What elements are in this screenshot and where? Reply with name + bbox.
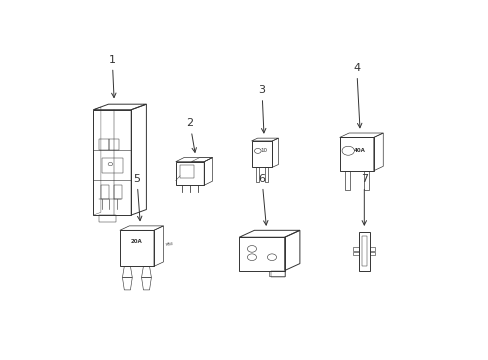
Text: 6: 6 bbox=[258, 174, 267, 225]
Text: 40A: 40A bbox=[353, 148, 365, 153]
Text: 2: 2 bbox=[186, 118, 196, 152]
Text: 5: 5 bbox=[133, 174, 142, 221]
Text: 10: 10 bbox=[260, 148, 267, 153]
Text: MINI: MINI bbox=[165, 242, 173, 247]
Text: 20A: 20A bbox=[131, 239, 142, 244]
Text: 4: 4 bbox=[352, 63, 361, 128]
Text: 1: 1 bbox=[108, 55, 116, 98]
Text: 7: 7 bbox=[360, 174, 367, 225]
Text: 3: 3 bbox=[258, 85, 265, 133]
